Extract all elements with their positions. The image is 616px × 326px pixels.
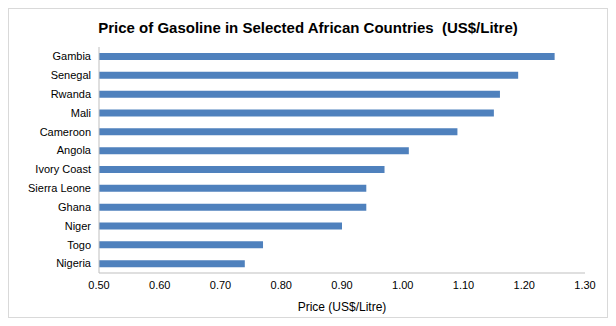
svg-text:0.60: 0.60 <box>149 279 170 291</box>
svg-text:1.20: 1.20 <box>514 279 535 291</box>
svg-text:0.80: 0.80 <box>271 279 292 291</box>
svg-text:Mali: Mali <box>71 107 91 119</box>
svg-text:Nigeria: Nigeria <box>56 257 92 269</box>
svg-text:Sierra Leone: Sierra Leone <box>28 182 91 194</box>
svg-text:Cameroon: Cameroon <box>40 126 91 138</box>
svg-text:Togo: Togo <box>67 239 91 251</box>
svg-text:Rwanda: Rwanda <box>51 88 92 100</box>
svg-text:1.30: 1.30 <box>574 279 595 291</box>
svg-text:0.90: 0.90 <box>331 279 352 291</box>
svg-text:Price (US$/Litre): Price (US$/Litre) <box>298 300 387 314</box>
svg-text:Gambia: Gambia <box>52 50 91 62</box>
svg-text:Angola: Angola <box>57 144 92 156</box>
svg-text:0.70: 0.70 <box>210 279 231 291</box>
svg-text:Niger: Niger <box>65 220 92 232</box>
svg-text:0.50: 0.50 <box>88 279 109 291</box>
svg-text:Ivory Coast: Ivory Coast <box>35 163 91 175</box>
svg-text:1.00: 1.00 <box>392 279 413 291</box>
svg-text:Ghana: Ghana <box>58 201 92 213</box>
svg-text:Senegal: Senegal <box>51 69 91 81</box>
html-text:Price of Gasoline in Selected: Price of Gasoline in Selected African Co… <box>98 19 518 36</box>
svg-text:1.10: 1.10 <box>453 279 474 291</box>
